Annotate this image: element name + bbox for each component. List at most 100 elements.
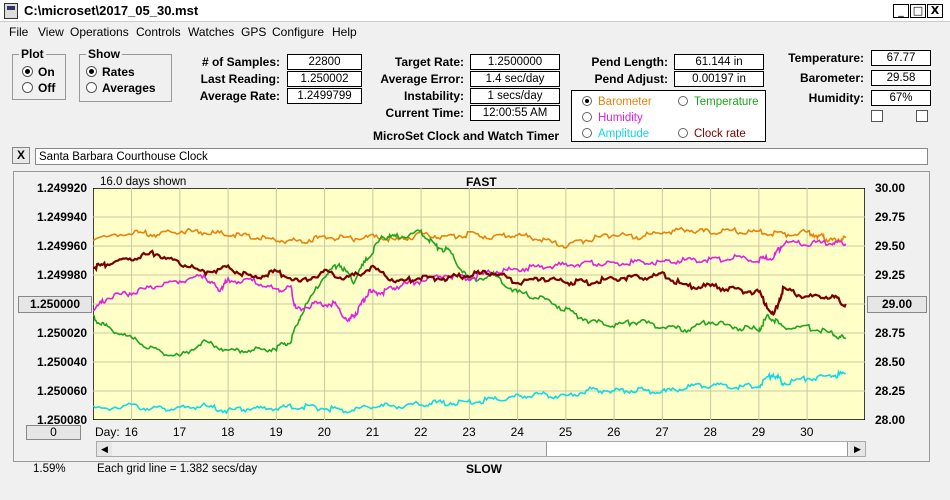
left-axis-tick-label: 1.249940 bbox=[36, 210, 87, 224]
x-axis-tick-label: 24 bbox=[510, 425, 524, 439]
x-axis-tick-label: 17 bbox=[172, 425, 187, 439]
menu-configure[interactable]: Configure bbox=[272, 25, 325, 39]
chart-plot bbox=[93, 188, 865, 420]
humidity-checkbox-left[interactable] bbox=[871, 110, 883, 122]
x-axis-tick-label: 27 bbox=[655, 425, 669, 439]
menu-help[interactable]: Help bbox=[332, 25, 357, 39]
legend-amplitude[interactable]: Amplitude bbox=[582, 128, 649, 140]
percent-label: 1.59% bbox=[33, 463, 66, 475]
clear-clock-button[interactable]: X bbox=[12, 147, 30, 164]
target-rate-label: Target Rate: bbox=[394, 55, 464, 69]
show-group-legend: Show bbox=[88, 47, 120, 61]
app-heading: MicroSet Clock and Watch Timer bbox=[373, 129, 560, 143]
x-axis-tick-label: 30 bbox=[800, 425, 814, 439]
humidity-checkbox-right[interactable] bbox=[916, 110, 928, 122]
right-axis-tick-label: 29.25 bbox=[875, 268, 906, 282]
x-axis-tick-label: 25 bbox=[558, 425, 573, 439]
x-axis-tick-label: 18 bbox=[221, 425, 235, 439]
right-axis-tick-label: 28.75 bbox=[875, 326, 906, 340]
left-axis-tick-label: 1.250020 bbox=[36, 326, 87, 340]
right-axis-tick-label: 28.50 bbox=[875, 355, 906, 369]
menu-view[interactable]: View bbox=[38, 25, 64, 39]
right-axis-tick-label: 29.75 bbox=[875, 210, 906, 224]
radio-unchecked-icon bbox=[86, 82, 97, 93]
pend-adjust-value: 0.00197 in bbox=[674, 71, 764, 87]
right-axis-center-button[interactable]: 29.00 bbox=[867, 296, 927, 313]
x-axis-tick-label: 23 bbox=[462, 425, 476, 439]
days-shown-label: 16.0 days shown bbox=[100, 176, 187, 188]
plot-off-label: Off bbox=[38, 81, 56, 95]
zero-button[interactable]: 0 bbox=[26, 425, 81, 440]
radio-unchecked-icon bbox=[678, 128, 688, 138]
left-axis-tick-label: 1.250060 bbox=[36, 384, 87, 398]
average-error-label: Average Error: bbox=[380, 72, 464, 86]
grid-lines bbox=[93, 188, 865, 420]
plot-on-label: On bbox=[38, 65, 55, 79]
radio-unchecked-icon bbox=[678, 96, 688, 106]
x-axis-tick-label: 16 bbox=[124, 425, 138, 439]
x-axis-tick-label: 19 bbox=[269, 425, 283, 439]
legend-temperature[interactable]: Temperature bbox=[678, 96, 759, 108]
barometer-value: 29.58 bbox=[871, 70, 931, 86]
last-reading-label: Last Reading: bbox=[200, 72, 280, 86]
target-rate-value: 1.2500000 bbox=[470, 54, 560, 70]
show-rates-radio[interactable]: Rates bbox=[86, 65, 135, 79]
close-button[interactable]: X bbox=[927, 4, 943, 18]
plot-off-radio[interactable]: Off bbox=[22, 81, 55, 95]
menu-bar: File View Operations Controls Watches GP… bbox=[0, 22, 950, 42]
scroll-left-arrow-icon[interactable]: ◀ bbox=[97, 442, 112, 456]
series-legend: Barometer Temperature Humidity Amplitude… bbox=[571, 90, 766, 142]
temperature-value: 67.77 bbox=[871, 50, 931, 66]
time-scrollbar[interactable]: ◀ ▶ bbox=[96, 441, 866, 457]
menu-file[interactable]: File bbox=[9, 25, 29, 39]
plot-on-radio[interactable]: On bbox=[22, 65, 55, 79]
series-line-temperature bbox=[93, 228, 847, 357]
scroll-right-arrow-icon[interactable]: ▶ bbox=[850, 442, 865, 456]
app-icon[interactable] bbox=[4, 3, 18, 19]
scroll-thumb[interactable] bbox=[546, 442, 848, 456]
menu-operations[interactable]: Operations bbox=[70, 25, 129, 39]
show-averages-label: Averages bbox=[102, 81, 156, 95]
legend-barometer[interactable]: Barometer bbox=[582, 96, 652, 108]
current-time-label: Current Time: bbox=[385, 106, 464, 120]
left-axis-tick-label: 1.250080 bbox=[36, 413, 87, 427]
radio-checked-icon bbox=[22, 66, 33, 77]
x-axis-tick-label: 22 bbox=[414, 425, 428, 439]
day-axis-label: Day: bbox=[95, 425, 120, 439]
radio-checked-icon bbox=[86, 66, 97, 77]
last-reading-value: 1.250002 bbox=[287, 71, 362, 87]
instability-value: 1 secs/day bbox=[470, 88, 560, 104]
right-axis-tick-label: 28.00 bbox=[875, 413, 906, 427]
title-bar: C:\microset\2017_05_30.mst _ □ X bbox=[0, 0, 950, 22]
current-time-value: 12:00:55 AM bbox=[470, 105, 560, 121]
legend-clock-rate[interactable]: Clock rate bbox=[678, 128, 746, 140]
fast-label: FAST bbox=[466, 175, 497, 189]
menu-watches[interactable]: Watches bbox=[188, 25, 235, 39]
samples-label: # of Samples: bbox=[201, 55, 280, 69]
legend-clock-rate-label: Clock rate bbox=[694, 128, 746, 140]
left-axis-center-button[interactable]: 1.250000 bbox=[18, 296, 92, 313]
left-axis-tick-label: 1.250040 bbox=[36, 355, 87, 369]
minimize-button[interactable]: _ bbox=[893, 4, 909, 18]
x-axis-tick-label: 21 bbox=[365, 425, 380, 439]
x-axis-tick-label: 28 bbox=[703, 425, 717, 439]
plot-group: Plot bbox=[12, 47, 66, 100]
show-averages-radio[interactable]: Averages bbox=[86, 81, 156, 95]
radio-checked-icon bbox=[582, 96, 592, 106]
legend-amplitude-label: Amplitude bbox=[598, 128, 650, 140]
slow-label: SLOW bbox=[466, 462, 502, 476]
left-axis-tick-label: 1.249920 bbox=[36, 181, 87, 195]
average-rate-label: Average Rate: bbox=[199, 89, 280, 103]
menu-gps[interactable]: GPS bbox=[241, 25, 267, 39]
menu-controls[interactable]: Controls bbox=[136, 25, 181, 39]
clock-name-input[interactable] bbox=[35, 148, 928, 165]
pend-length-value: 61.144 in bbox=[674, 54, 764, 70]
maximize-button[interactable]: □ bbox=[910, 4, 926, 18]
temperature-label: Temperature: bbox=[788, 51, 864, 65]
plot-group-legend: Plot bbox=[21, 47, 44, 61]
samples-value: 22800 bbox=[287, 54, 362, 70]
legend-temperature-label: Temperature bbox=[694, 96, 759, 108]
average-rate-value: 1.2499799 bbox=[287, 88, 362, 104]
average-error-value: 1.4 sec/day bbox=[470, 71, 560, 87]
legend-humidity[interactable]: Humidity bbox=[582, 112, 643, 124]
